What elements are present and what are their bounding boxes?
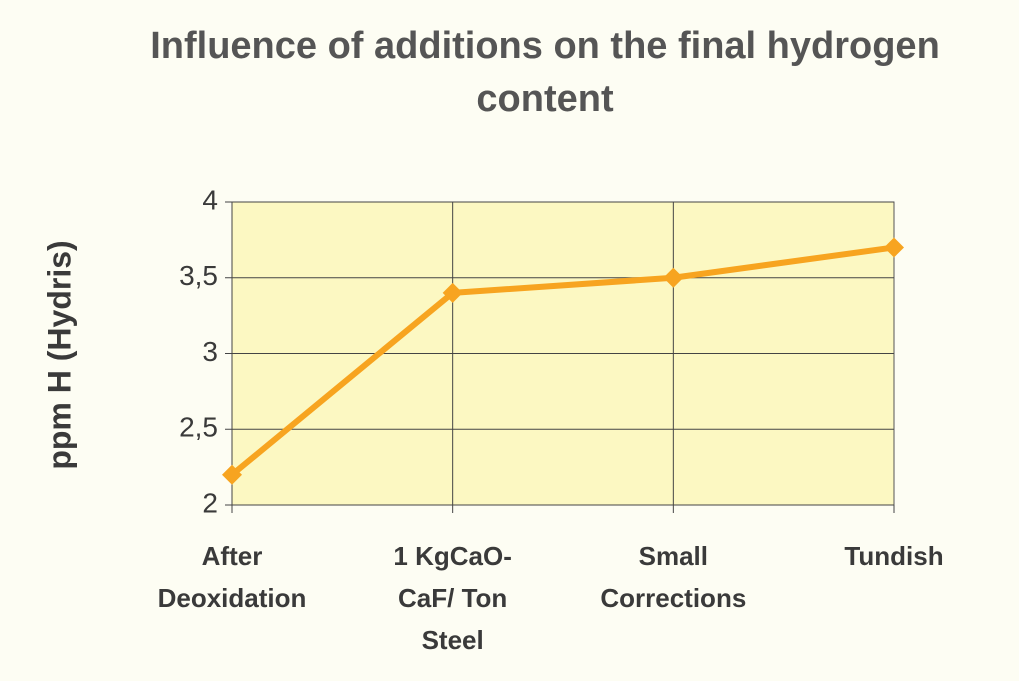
y-tick-label: 2,5 bbox=[179, 412, 218, 443]
x-tick-label: After Deoxidation bbox=[157, 541, 307, 613]
data-line bbox=[230, 244, 895, 478]
data-point bbox=[442, 282, 463, 303]
y-axis-label: ppm H (Hydris) bbox=[41, 240, 77, 469]
x-tick-label: 1 KgCaO- CaF/ Ton Steel bbox=[393, 541, 512, 655]
y-tick-label: 3,5 bbox=[179, 260, 218, 291]
data-point bbox=[884, 237, 904, 258]
y-tick-label: 3 bbox=[202, 336, 218, 367]
data-point bbox=[222, 464, 242, 485]
y-tick-label: 4 bbox=[202, 184, 218, 215]
chart-title: Influence of additions on the final hydr… bbox=[150, 25, 940, 120]
x-tick-label: Small Corrections bbox=[600, 541, 747, 613]
y-tick-label: 2 bbox=[202, 487, 218, 518]
x-tick-label: Tundish bbox=[844, 541, 944, 571]
data-point bbox=[663, 267, 684, 288]
